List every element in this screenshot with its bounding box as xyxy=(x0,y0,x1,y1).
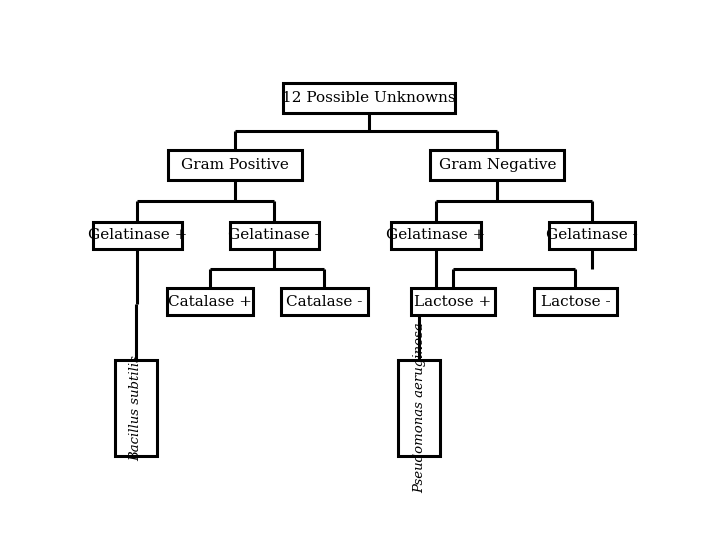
FancyBboxPatch shape xyxy=(167,288,253,315)
Text: 12 Possible Unknowns: 12 Possible Unknowns xyxy=(282,91,456,105)
FancyBboxPatch shape xyxy=(281,288,368,315)
FancyBboxPatch shape xyxy=(431,150,564,180)
FancyBboxPatch shape xyxy=(411,288,495,315)
FancyBboxPatch shape xyxy=(114,360,157,456)
Text: Bacillus subtilis: Bacillus subtilis xyxy=(130,355,143,461)
Text: Gelatinase +: Gelatinase + xyxy=(386,228,486,242)
FancyBboxPatch shape xyxy=(168,150,302,180)
Text: Gram Positive: Gram Positive xyxy=(181,158,289,172)
FancyBboxPatch shape xyxy=(549,222,636,249)
Text: Gram Negative: Gram Negative xyxy=(438,158,556,172)
FancyBboxPatch shape xyxy=(398,360,440,456)
Text: Catalase +: Catalase + xyxy=(168,295,252,309)
Text: Lactose +: Lactose + xyxy=(414,295,491,309)
FancyBboxPatch shape xyxy=(534,288,617,315)
Text: Gelatinase +: Gelatinase + xyxy=(88,228,187,242)
Text: Lactose -: Lactose - xyxy=(541,295,611,309)
Text: Pseudomonas aeruginosa: Pseudomonas aeruginosa xyxy=(413,322,426,493)
FancyBboxPatch shape xyxy=(230,222,319,249)
Text: Gelatinase -: Gelatinase - xyxy=(228,228,320,242)
FancyBboxPatch shape xyxy=(282,83,456,113)
FancyBboxPatch shape xyxy=(392,222,481,249)
FancyBboxPatch shape xyxy=(93,222,182,249)
Text: Gelatinase -: Gelatinase - xyxy=(546,228,638,242)
Text: Catalase -: Catalase - xyxy=(286,295,363,309)
